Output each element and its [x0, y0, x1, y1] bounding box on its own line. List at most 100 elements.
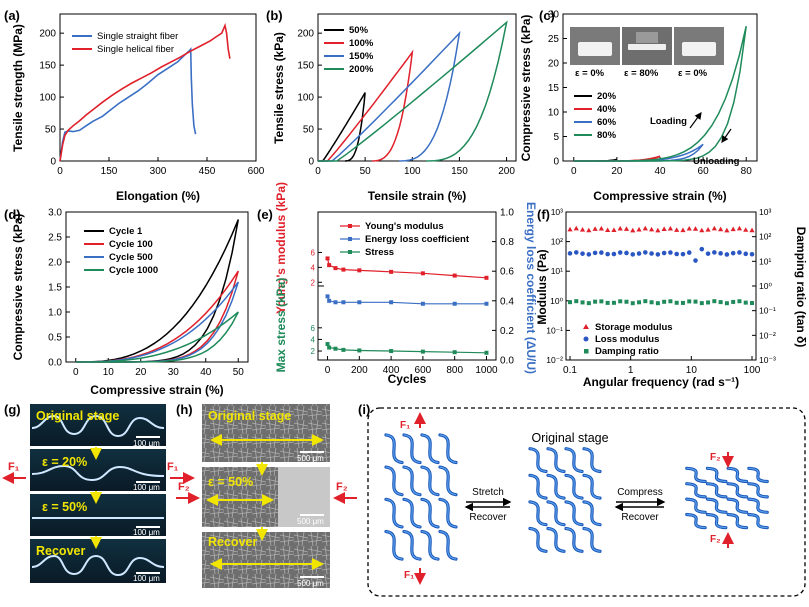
panel-f-xtick-label: 0.1: [563, 365, 577, 376]
panel-d-xtick-label: 10: [103, 367, 115, 378]
panel-d-ylabel: Compressive stress (kPa): [11, 214, 25, 361]
point-storage-modulus: [724, 227, 730, 233]
point-damping-ratio: [574, 299, 579, 304]
point-loss-modulus: [680, 251, 686, 257]
legend-marker-e-0: [348, 224, 352, 228]
legend-label-e-2: Stress: [365, 247, 394, 258]
point-loss-modulus: [592, 250, 598, 256]
point-e-0: [357, 268, 362, 273]
panel-b-ytick-label: 0: [308, 157, 314, 168]
unloading-annotation: Unloading: [693, 156, 740, 167]
legend-label-f-1: Loss modulus: [595, 334, 659, 345]
loop-200pct: [318, 20, 508, 162]
point-damping-ratio: [693, 299, 698, 304]
point-damping-ratio: [750, 301, 754, 306]
point-loss-modulus: [686, 250, 692, 255]
panel-a: (a) 0 150 300 450 600 0 50 100 150 200 Elongation…: [4, 8, 265, 203]
panel-d-ytick-label: 2.0: [48, 258, 62, 269]
panel-d-xtick-label: 0: [73, 367, 79, 378]
panel-c-label: (c): [539, 8, 555, 23]
panel-f-ytick-right-label: 10¹: [759, 256, 771, 266]
point-storage-modulus: [686, 225, 692, 231]
panel-f-ytick-right-label: 10⁰: [759, 281, 772, 291]
loop-150pct: [318, 30, 461, 162]
point-storage-modulus: [592, 226, 598, 231]
panel-c-ytick-label: 10: [548, 108, 560, 119]
panel-e-xtick-label: 400: [383, 365, 400, 376]
point-damping-ratio: [649, 300, 654, 305]
loop-c-80pct: [573, 26, 747, 162]
panel-d-ytick-label: 0.0: [48, 358, 62, 369]
panel-b-xlabel: Tensile strain (%): [368, 189, 466, 203]
panel-h-label: (h): [176, 402, 193, 417]
series-line-single-straight-fiber: [59, 47, 197, 162]
panel-e-plot: [325, 256, 489, 355]
point-damping-ratio: [611, 300, 616, 305]
point-storage-modulus: [749, 227, 755, 233]
f1-label-top: F₁: [400, 420, 410, 431]
panel-a-xlabel: Elongation (%): [116, 189, 200, 203]
unloading-arrow: [721, 128, 732, 143]
point-damping-ratio: [599, 299, 604, 304]
panel-b-ytick-label: 100: [297, 93, 314, 104]
panel-f: (f) 0.1 1 10 100 10⁻² 10⁻¹ 10⁰ 10¹ 10² 10³ 10⁻³ 10⁻…: [535, 207, 808, 389]
panel-b-xtick-label: 50: [360, 166, 372, 177]
point-damping-ratio: [637, 300, 642, 305]
panel-f-ytick-label: 10⁻²: [546, 355, 563, 365]
point-damping-ratio: [706, 300, 711, 305]
legend-label-c-40pct: 40%: [597, 104, 617, 115]
scale-label-g2: 100 μm: [133, 483, 160, 492]
scale-label-g1: 100 μm: [133, 439, 160, 448]
legend-label-d-2: Cycle 500: [109, 252, 153, 263]
panel-d-ytick-label: 3.0: [48, 208, 62, 219]
point-loss-modulus: [699, 246, 705, 252]
point-loss-modulus: [617, 250, 623, 255]
point-loss-modulus: [573, 250, 579, 255]
loading-arrow: [689, 112, 702, 129]
point-damping-ratio: [580, 300, 585, 305]
photo-label-0: ε = 0%: [575, 68, 605, 79]
panel-f-label: (f): [537, 207, 550, 222]
legend-label-d-3: Cycle 1000: [109, 265, 158, 276]
panel-d-ytick-label: 0.5: [48, 333, 62, 344]
point-storage-modulus: [598, 225, 604, 231]
panel-c-xlabel: Compressive strain (%): [593, 189, 726, 203]
scale-label-h3: 500 μm: [297, 579, 324, 588]
loop-d-Cycle-500: [75, 281, 240, 363]
panel-e-right-ytick-label: 0.0: [500, 356, 514, 367]
legend-marker-e-2: [348, 250, 352, 254]
force-label-right-g: F₁: [167, 461, 179, 473]
panel-e-label: (e): [257, 207, 273, 222]
point-loss-modulus: [718, 251, 723, 256]
scale-label-h1: 500 μm: [297, 454, 324, 463]
point-e-2: [484, 350, 489, 355]
panel-e-ytick-top-label: 2: [311, 278, 316, 287]
point-storage-modulus: [736, 225, 743, 231]
point-storage-modulus: [617, 225, 623, 231]
point-damping-ratio: [687, 299, 692, 304]
point-loss-modulus: [693, 258, 698, 263]
panel-c-xtick-label: 20: [611, 166, 623, 177]
sem-50-background: [278, 467, 330, 527]
panel-d-ytick-label: 1.5: [48, 283, 62, 294]
point-damping-ratio: [731, 299, 736, 304]
panel-c-xtick-label: 40: [654, 166, 666, 177]
panel-f-xlabel: Angular frequency (rad s⁻¹): [583, 375, 739, 389]
panel-c-ytick-label: 15: [548, 83, 560, 94]
stage-original: Original stage: [36, 409, 119, 423]
point-loss-modulus: [661, 250, 667, 256]
point-e-1: [389, 300, 394, 305]
panel-d-xlabel: Compressive strain (%): [90, 383, 223, 397]
panel-f-xtick-label: 10: [686, 365, 698, 376]
point-loss-modulus: [749, 251, 755, 257]
point-damping-ratio: [630, 301, 635, 306]
point-damping-ratio: [568, 300, 572, 305]
legend-marker-f-2: [584, 349, 589, 354]
series-line-e-0: [326, 258, 487, 279]
panel-e-ytick-top-label: 4: [311, 263, 316, 272]
legend-marker-f-1: [583, 336, 589, 342]
force-label-left-h: F₂: [178, 481, 190, 493]
legend-label-f-0: Storage modulus: [595, 322, 673, 333]
panel-b-ylabel: Tensile stress (kPa): [272, 32, 286, 144]
